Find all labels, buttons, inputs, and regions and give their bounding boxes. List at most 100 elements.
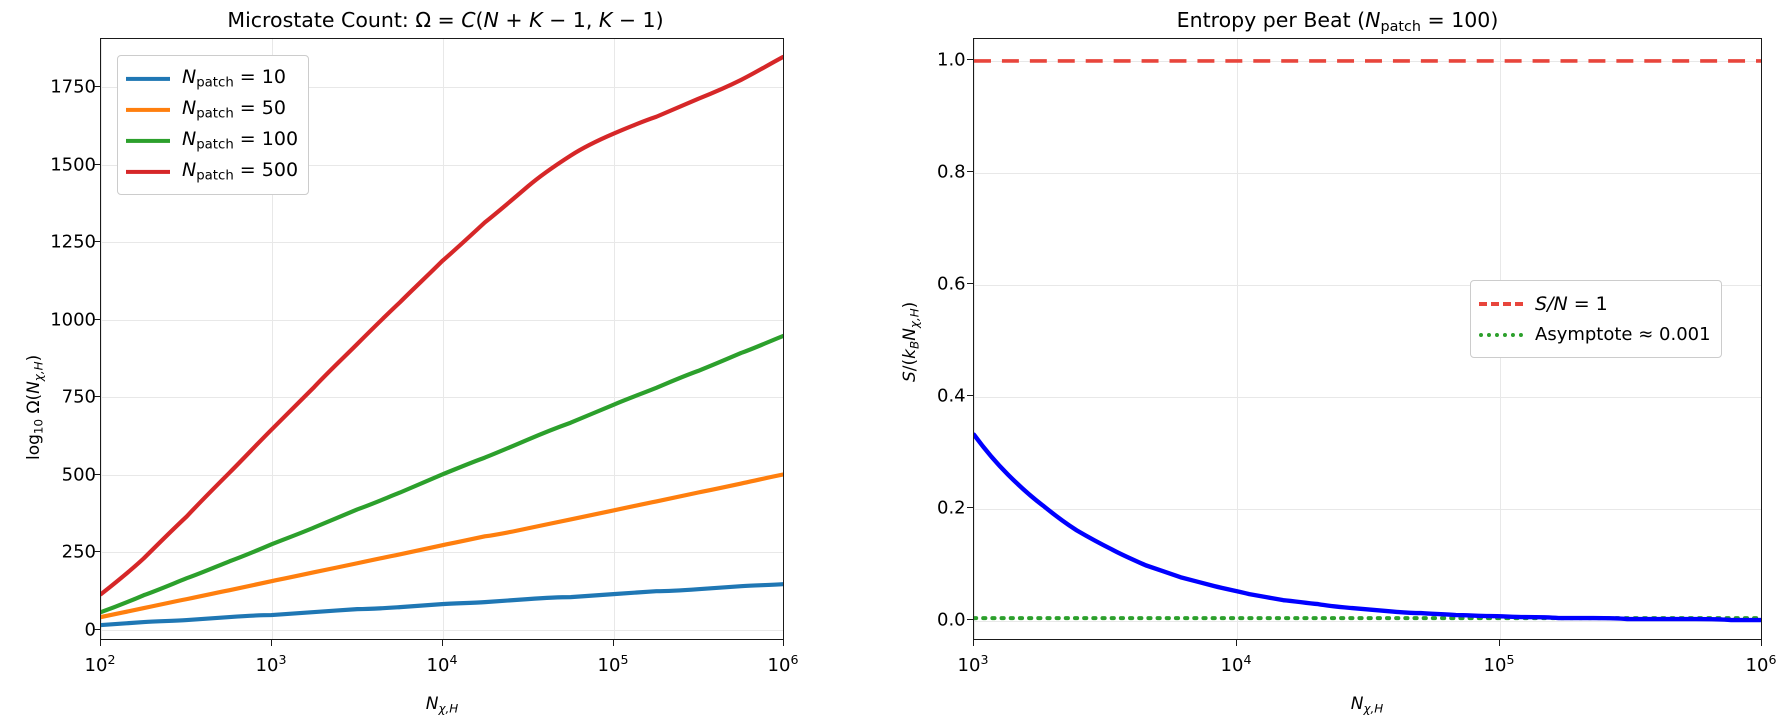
right-ytickmark-0.0 — [967, 619, 973, 621]
left-title-close: ) — [655, 8, 664, 32]
left-ytickmark-750 — [94, 396, 100, 398]
legend-swatch-red-dashed — [1479, 297, 1523, 311]
left-title-comma: , — [585, 8, 599, 32]
left-ytick-1750: 1750 — [50, 76, 96, 98]
left-grid-h-750 — [101, 397, 783, 398]
left-grid-v-1e4 — [443, 39, 444, 639]
right-series-curves — [974, 59, 1761, 623]
right-ytickmark-1.0 — [967, 59, 973, 61]
legend-label-npatch-50: Npatch = 50 — [182, 97, 286, 122]
right-xaxis-title: Nχ,H — [1350, 694, 1384, 716]
left-legend[interactable]: Npatch = 10 Npatch = 50 Npatch = 100 Npa… — [117, 55, 310, 195]
legend-swatch-blue — [126, 72, 170, 86]
legend-item-npatch-10[interactable]: Npatch = 10 — [126, 63, 298, 94]
left-grid-v-1e2 — [101, 39, 102, 639]
left-grid-v-1e3 — [272, 39, 273, 639]
left-ytick-1000: 1000 — [50, 309, 96, 331]
left-ytickmark-1250 — [94, 241, 100, 243]
left-grid-h-1750 — [101, 87, 783, 88]
legend-item-npatch-500[interactable]: Npatch = 500 — [126, 156, 298, 187]
left-title-plus: + — [498, 8, 530, 32]
right-title-eq: = — [1421, 8, 1452, 32]
right-curve-entropy-per-beat — [974, 432, 1761, 623]
right-grid-v-1e4 — [1237, 39, 1238, 639]
left-title-n: N — [483, 8, 499, 32]
right-ytick-0.6: 0.6 — [937, 273, 966, 295]
left-curve-npatch-10 — [101, 582, 783, 628]
left-ytick-1500: 1500 — [50, 154, 96, 176]
right-grid-h-0.8 — [974, 173, 1761, 174]
panel-microstate-count: Microstate Count: Ω = C(N + K − 1, K − 1… — [0, 0, 891, 728]
left-grid-h-1000 — [101, 320, 783, 321]
left-ytick-500: 500 — [61, 464, 96, 486]
left-xtick-1e2: 102 — [84, 652, 116, 676]
right-grid-v-1e3 — [974, 39, 975, 639]
left-xtickmark-1e6 — [783, 640, 785, 646]
right-xtick-1e4: 104 — [1220, 652, 1252, 676]
right-xtickmark-1e4 — [1236, 640, 1238, 646]
right-xtick-1e6: 106 — [1745, 652, 1777, 676]
legend-swatch-green-dotted — [1479, 328, 1523, 342]
right-ytick-0.2: 0.2 — [937, 497, 966, 519]
right-ytick-0.0: 0.0 — [937, 609, 966, 631]
left-xtickmark-1e4 — [442, 640, 444, 646]
left-ytickmark-0 — [94, 629, 100, 631]
left-ytick-250: 250 — [61, 541, 96, 563]
legend-label-npatch-500: Npatch = 500 — [182, 159, 299, 184]
left-grid-h-0 — [101, 630, 783, 631]
right-title-n: N — [1365, 8, 1381, 32]
right-ytickmark-0.6 — [967, 283, 973, 285]
left-ytickmark-250 — [94, 551, 100, 553]
right-ytickmark-0.2 — [967, 507, 973, 509]
right-grid-v-1e6 — [1761, 39, 1762, 639]
right-title-close: ) — [1490, 8, 1499, 32]
legend-swatch-green — [126, 134, 170, 148]
left-title-k2: K — [598, 8, 613, 32]
left-xtick-1e3: 103 — [255, 652, 287, 676]
right-grid-h-0.4 — [974, 397, 1761, 398]
right-ytick-0.8: 0.8 — [937, 161, 966, 183]
right-legend[interactable]: S/N = 1 Asymptote ≈ 0.001 — [1470, 280, 1722, 358]
right-grid-h-0.0 — [974, 621, 1761, 622]
left-xtick-1e4: 104 — [426, 652, 458, 676]
left-title-open: ( — [475, 8, 484, 32]
legend-label-npatch-10: Npatch = 10 — [182, 66, 286, 91]
legend-item-asymptote[interactable]: Asymptote ≈ 0.001 — [1479, 319, 1711, 350]
legend-item-npatch-50[interactable]: Npatch = 50 — [126, 94, 298, 125]
left-xaxis-title: Nχ,H — [425, 694, 459, 716]
left-curve-npatch-100 — [101, 333, 783, 615]
left-title-k1: K — [529, 8, 543, 32]
right-xtick-1e3: 103 — [957, 652, 989, 676]
left-xtick-1e5: 105 — [597, 652, 629, 676]
right-grid-h-0.6 — [974, 285, 1761, 286]
left-title-c: C — [461, 8, 476, 32]
left-curve-npatch-50 — [101, 472, 783, 620]
legend-label-sn-equals-1: S/N = 1 — [1535, 292, 1608, 315]
right-title-value: 100 — [1451, 8, 1491, 32]
left-xtickmark-1e2 — [100, 640, 102, 646]
left-title-eq: = — [431, 8, 462, 32]
right-xtickmark-1e5 — [1499, 640, 1501, 646]
left-xtickmark-1e3 — [271, 640, 273, 646]
left-title-omega: Ω — [415, 8, 431, 32]
legend-swatch-orange — [126, 103, 170, 117]
left-xtickmark-1e5 — [613, 640, 615, 646]
left-ytick-1250: 1250 — [50, 231, 96, 253]
left-ytickmark-1500 — [94, 164, 100, 166]
legend-item-sn-equals-1[interactable]: S/N = 1 — [1479, 288, 1711, 319]
left-curve-npatch-500 — [101, 54, 783, 597]
right-xtickmark-1e6 — [1761, 640, 1763, 646]
legend-swatch-red — [126, 165, 170, 179]
left-grid-v-1e5 — [614, 39, 615, 639]
left-grid-h-1250 — [101, 242, 783, 243]
legend-item-npatch-100[interactable]: Npatch = 100 — [126, 125, 298, 156]
left-title-minus1: − 1 — [542, 8, 586, 32]
left-grid-h-1500 — [101, 165, 783, 166]
right-ytick-1.0: 1.0 — [937, 49, 966, 71]
left-ytick-0: 0 — [84, 619, 96, 641]
left-title-minus2: − 1 — [612, 8, 656, 32]
left-ytickmark-1750 — [94, 86, 100, 88]
left-chart-title: Microstate Count: Ω = C(N + K − 1, K − 1… — [0, 8, 891, 32]
